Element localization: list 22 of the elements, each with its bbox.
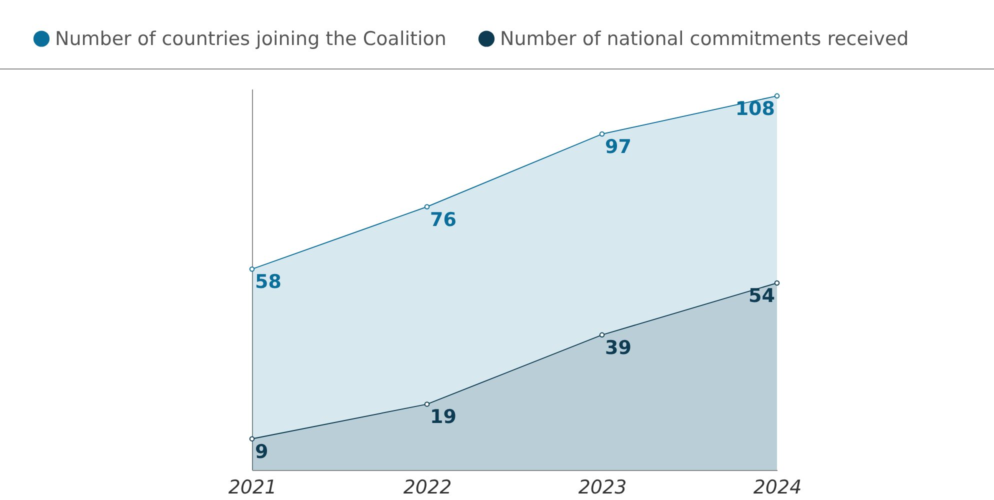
point [249, 266, 255, 272]
x-tick-label: 2023 [578, 476, 627, 498]
legend-label: Number of national commitments received [500, 28, 909, 50]
data-label: 54 [748, 284, 775, 307]
point [599, 332, 605, 338]
x-tick-label: 2024 [753, 476, 802, 498]
point [249, 436, 255, 442]
data-label: 76 [430, 208, 456, 231]
point [774, 280, 780, 286]
data-label: 9 [255, 440, 268, 463]
data-label: 97 [605, 136, 632, 158]
point [424, 402, 430, 407]
x-tick-label: 2022 [403, 476, 452, 498]
point [599, 131, 605, 137]
point [424, 204, 430, 210]
data-label: 58 [255, 271, 282, 294]
x-tick-label: 2021 [228, 476, 277, 498]
data-label: 108 [735, 98, 775, 120]
data-label: 39 [605, 336, 632, 359]
legend-label: Number of countries joining the Coalition [55, 28, 446, 50]
point [774, 93, 780, 99]
data-label: 19 [430, 406, 456, 428]
